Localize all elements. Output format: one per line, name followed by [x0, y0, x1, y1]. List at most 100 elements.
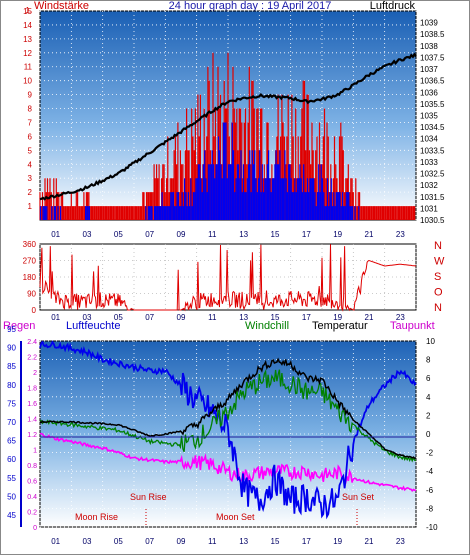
wind-tick-label: 8: [28, 105, 33, 114]
climate-hour-label: 13: [239, 537, 248, 546]
wind-hour-label: 03: [83, 230, 92, 239]
humidity-label: Luftfeuchte: [66, 320, 120, 332]
direction-hour-label: 07: [145, 313, 154, 322]
wind-hour-label: 13: [239, 230, 248, 239]
climate-hour-label: 01: [51, 537, 60, 546]
direction-tick-label: 0: [32, 306, 37, 315]
climate-hour-label: 17: [302, 537, 311, 546]
direction-hour-label: 05: [114, 313, 123, 322]
pressure-tick-label: 1031.5: [420, 193, 445, 202]
climate-hour-label: 05: [114, 537, 123, 546]
direction-hour-label: 17: [302, 313, 311, 322]
moon-rise-annotation: Moon Rise: [75, 512, 118, 522]
direction-hour-label: 01: [51, 313, 60, 322]
rain-tick-label: 1.8: [27, 386, 37, 393]
wind-tick-label: 11: [24, 63, 33, 72]
rain-axis: 0 0.2 0.4 0.6 0.8 1 1.2 1.4 1.6 1.8 2 2.2 2.4: [27, 339, 37, 532]
direction-tick-label: 90: [27, 290, 36, 299]
direction-x-axis: 01 03 05 07 09 11 13 15 17 19 21 23: [51, 313, 405, 322]
direction-hour-label: 03: [83, 313, 92, 322]
pressure-tick-label: 1031: [420, 204, 438, 213]
compass-letter: N: [434, 302, 442, 314]
temperature-tick-label: -6: [426, 486, 434, 495]
climate-x-axis: 01 03 05 07 09 11 13 15 17 19 21 23: [51, 537, 405, 546]
climate-hour-label: 19: [333, 537, 342, 546]
wind-hour-label: 05: [114, 230, 123, 239]
rain-tick-label: 0: [33, 525, 37, 532]
climate-hour-label: 15: [271, 537, 280, 546]
wind-tick-label: 14: [23, 21, 32, 30]
temperature-label: Temperatur: [312, 320, 368, 332]
pressure-tick-label: 1035.5: [420, 100, 445, 109]
rain-tick-label: 0.6: [27, 479, 37, 486]
wind-tick-label: 4: [28, 160, 33, 169]
rain-tick-label: 0.8: [27, 463, 37, 470]
temperature-tick-label: -4: [426, 467, 434, 476]
temperature-tick-label: 8: [426, 356, 431, 365]
pressure-tick-label: 1035: [420, 112, 438, 121]
wind-tick-label: 10: [23, 77, 32, 86]
windchill-line: [39, 369, 417, 463]
wind-hour-label: 19: [333, 230, 342, 239]
direction-left-axis: 0 90 180 270 360: [23, 240, 37, 315]
wind-tick-label: 13: [23, 35, 32, 44]
rain-tick-label: 0.4: [27, 494, 37, 501]
pressure-line: [39, 52, 417, 201]
direction-line: [39, 244, 417, 312]
temperature-line: [39, 357, 417, 460]
pressure-tick-label: 1034.5: [420, 123, 445, 132]
humidity-tick-label: 95: [7, 325, 16, 334]
rain-tick-label: 1.2: [27, 432, 37, 439]
pressure-tick-label: 1033: [420, 158, 438, 167]
wind-hour-label: 11: [208, 230, 217, 239]
wind-tick-label: 6: [28, 132, 33, 141]
humidity-axis: 45 50 55 60 65 70 75 80 85 90 95: [7, 325, 22, 527]
direction-series: [39, 244, 417, 312]
wind-hour-label: 09: [177, 230, 186, 239]
wind-tick-label: 15: [23, 7, 32, 16]
rain-tick-label: 2.2: [27, 355, 37, 362]
humidity-tick-label: 90: [7, 344, 16, 353]
direction-tick-label: 270: [23, 257, 37, 266]
direction-tick-label: 360: [23, 240, 37, 249]
temperature-tick-label: -2: [426, 449, 434, 458]
compass-letter: W: [434, 256, 445, 268]
wind-header-label: Windstärke: [34, 0, 89, 12]
temperature-axis: -10 -8 -6 -4 -2 0 2 4 6 8 10: [426, 337, 438, 532]
pressure-right-axis: 1030.5 1031 1031.5 1032 1032.5 1033 1033.5 1034…: [420, 19, 445, 225]
humidity-tick-label: 55: [7, 474, 16, 483]
wind-tick-label: 5: [28, 146, 33, 155]
temperature-tick-label: -8: [426, 504, 434, 513]
rain-tick-label: 1.6: [27, 401, 37, 408]
temperature-tick-label: 4: [426, 393, 431, 402]
rain-tick-label: 2: [33, 370, 37, 377]
wind-tick-label: 1: [28, 202, 33, 211]
pressure-tick-label: 1039: [420, 19, 438, 28]
direction-hour-label: 19: [333, 313, 342, 322]
temperature-tick-label: 0: [426, 430, 431, 439]
climate-series: [39, 340, 417, 520]
direction-hour-label: 21: [365, 313, 374, 322]
sun-rise-annotation: Sun Rise: [130, 492, 167, 502]
direction-hour-label: 15: [271, 313, 280, 322]
pressure-tick-label: 1030.5: [420, 216, 445, 225]
temperature-tick-label: -10: [426, 523, 438, 532]
wind-hour-label: 01: [51, 230, 60, 239]
humidity-tick-label: 45: [7, 511, 16, 520]
wind-tick-label: 7: [28, 118, 33, 127]
pressure-series: [39, 52, 417, 201]
rain-tick-label: 2.4: [27, 339, 37, 346]
rain-tick-label: 1.4: [27, 417, 37, 424]
sun-set-annotation: Sun Set: [342, 492, 375, 502]
direction-hour-label: 11: [208, 313, 217, 322]
wind-tick-label: 12: [23, 49, 32, 58]
pressure-tick-label: 1038: [420, 42, 438, 51]
direction-hour-label: 23: [396, 313, 405, 322]
pressure-tick-label: 1037: [420, 65, 438, 74]
temperature-tick-label: 10: [426, 337, 435, 346]
wind-average-bars: [39, 122, 360, 220]
rain-tick-label: 0.2: [27, 510, 37, 517]
compass-letter: O: [434, 287, 443, 299]
